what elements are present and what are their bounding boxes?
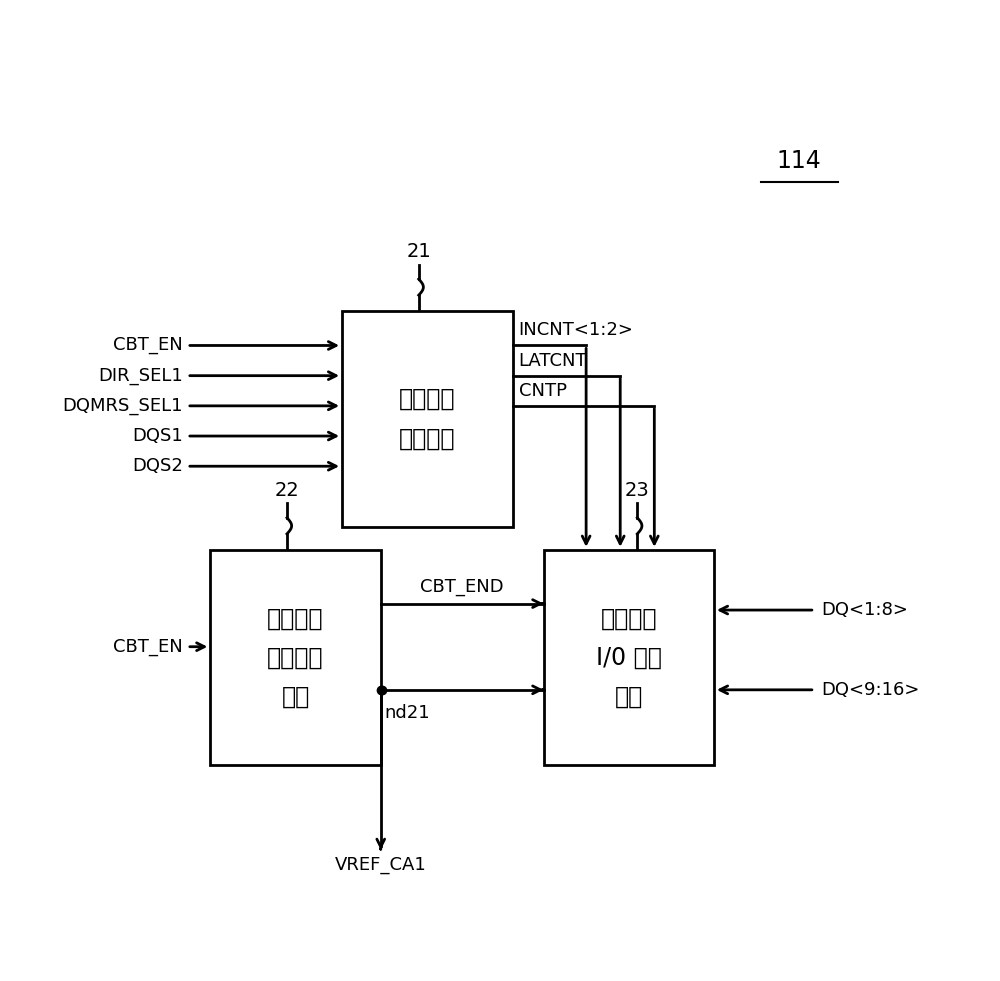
Text: 参考电压
信息储存
单元: 参考电压 信息储存 单元 <box>267 606 324 708</box>
Text: nd21: nd21 <box>385 703 430 722</box>
Text: DQS2: DQS2 <box>132 457 183 475</box>
Text: 21: 21 <box>406 242 431 261</box>
Text: 参考电压
I/0 控制
单元: 参考电压 I/0 控制 单元 <box>596 606 662 708</box>
Text: DQ<9:16>: DQ<9:16> <box>821 681 919 698</box>
Bar <box>544 549 714 765</box>
Text: CBT_EN: CBT_EN <box>113 638 183 655</box>
Text: DQ<1:8>: DQ<1:8> <box>821 601 908 619</box>
Text: CBT_EN: CBT_EN <box>113 336 183 354</box>
Text: LATCNT: LATCNT <box>519 351 587 370</box>
Text: DQS1: DQS1 <box>132 427 183 445</box>
Text: CNTP: CNTP <box>519 382 567 399</box>
Bar <box>342 311 512 527</box>
Text: CBT_END: CBT_END <box>420 578 504 595</box>
Bar <box>210 549 381 765</box>
Text: 22: 22 <box>275 481 299 499</box>
Text: VREF_CA1: VREF_CA1 <box>335 856 427 874</box>
Text: 114: 114 <box>777 149 822 174</box>
Text: DIR_SEL1: DIR_SEL1 <box>98 367 183 385</box>
Text: 23: 23 <box>625 481 650 499</box>
Text: INCNT<1:2>: INCNT<1:2> <box>519 322 634 339</box>
Text: DQMRS_SEL1: DQMRS_SEL1 <box>63 397 183 415</box>
Text: 控制信号
发生单元: 控制信号 发生单元 <box>399 387 456 450</box>
